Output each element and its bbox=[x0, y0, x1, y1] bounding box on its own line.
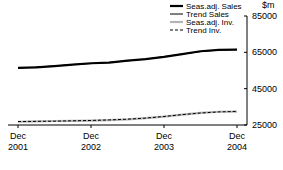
legend-label: Trend Inv. bbox=[186, 26, 221, 35]
legend-swatch bbox=[170, 21, 183, 23]
y-tick-label: 85000 bbox=[252, 11, 277, 21]
x-tick-label-part: 2001 bbox=[8, 142, 28, 152]
x-tick-label-part: Dec bbox=[83, 131, 100, 141]
series-line bbox=[18, 111, 237, 121]
x-tick-label: Dec2001 bbox=[8, 131, 28, 152]
y-tick-label: 65000 bbox=[252, 47, 277, 57]
x-tick-label-part: 2002 bbox=[81, 142, 101, 152]
x-tick bbox=[18, 125, 19, 128]
x-tick bbox=[164, 125, 165, 128]
x-tick-label-part: Dec bbox=[156, 131, 173, 141]
y-tick bbox=[244, 52, 247, 53]
legend-swatch bbox=[170, 14, 183, 15]
x-tick bbox=[91, 125, 92, 128]
y-tick bbox=[244, 16, 247, 17]
x-tick-label-part: Dec bbox=[10, 131, 27, 141]
y-tick bbox=[244, 88, 247, 89]
x-tick-label-part: 2003 bbox=[154, 142, 174, 152]
y-tick-label: 25000 bbox=[252, 120, 277, 130]
x-tick bbox=[237, 125, 238, 128]
legend-swatch bbox=[170, 30, 183, 31]
y-axis bbox=[247, 16, 248, 125]
y-tick-label: 45000 bbox=[252, 84, 277, 94]
y-axis-label: $m bbox=[262, 0, 275, 10]
legend-swatch bbox=[170, 5, 183, 7]
x-tick-label: Dec2003 bbox=[154, 131, 174, 152]
series-line bbox=[18, 50, 237, 68]
x-axis bbox=[8, 125, 247, 126]
series-line bbox=[18, 112, 237, 122]
x-tick-label: Dec2004 bbox=[227, 131, 247, 152]
chart: 25000450006500085000$mDec2001Dec2002Dec2… bbox=[0, 0, 283, 170]
y-tick bbox=[244, 125, 247, 126]
series-line bbox=[18, 49, 237, 68]
x-tick-label: Dec2002 bbox=[81, 131, 101, 152]
x-tick-label-part: 2004 bbox=[227, 142, 247, 152]
plot-area bbox=[18, 49, 237, 121]
x-tick-label-part: Dec bbox=[229, 131, 246, 141]
